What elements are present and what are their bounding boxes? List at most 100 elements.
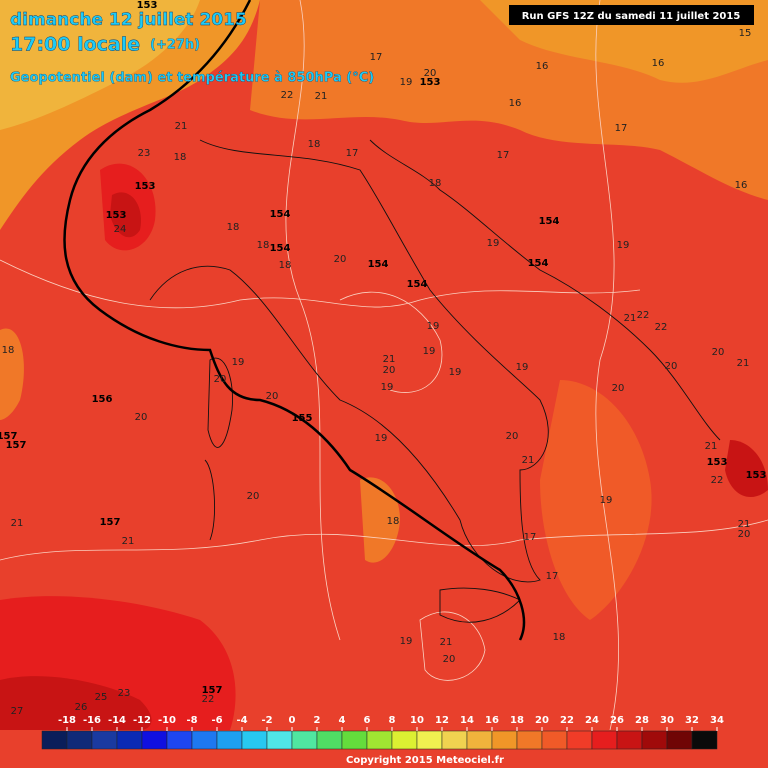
colorbar-cell	[66, 730, 93, 750]
hot-zone	[0, 676, 152, 730]
colorbar-cell	[666, 730, 693, 750]
temperature-label: 20	[334, 254, 347, 265]
colorbar-label: -6	[211, 715, 222, 726]
run-box	[509, 5, 754, 25]
colorbar: -18 -16 -14 -12 -10 -8 -6 -4 -2 0 2 4 6 8 10 12 14 16 18 20…	[41, 715, 724, 750]
colorbar-label: 8	[389, 715, 396, 726]
geopotential-label: 153	[707, 457, 728, 468]
colorbar-label: 0	[289, 715, 296, 726]
temperature-label: 18	[308, 139, 321, 150]
colorbar-label: 28	[635, 715, 649, 726]
colorbar-label: 20	[535, 715, 549, 726]
geopotential-label: 154	[270, 243, 291, 254]
temperature-label: 19	[423, 346, 436, 357]
temperature-label: 17	[615, 123, 628, 134]
temperature-label: 19	[487, 238, 500, 249]
temperature-label: 21	[737, 358, 750, 369]
time: 17:00 locale	[10, 34, 140, 56]
orange-zone	[0, 328, 24, 420]
temperature-label: 21	[11, 518, 24, 529]
temperature-label: 20	[506, 431, 519, 442]
colorbar-cell	[91, 730, 118, 750]
temperature-label: 19	[400, 636, 413, 647]
temperature-label: 20	[135, 412, 148, 423]
temperature-label: 17	[497, 150, 510, 161]
temperature-label: 20	[383, 365, 396, 376]
geopotential-label: 153	[746, 470, 767, 481]
copyright: Copyright 2015 Meteociel.fr	[346, 755, 504, 766]
temperature-label: 17	[370, 52, 383, 63]
temperature-label: 20	[214, 374, 227, 385]
colorbar-label: -12	[133, 715, 151, 726]
temperature-label: 21	[738, 519, 751, 530]
colorbar-label: -4	[236, 715, 247, 726]
temperature-label: 18	[257, 240, 270, 251]
parameter: Geopotentiel (dam) et température à 850h…	[10, 71, 374, 86]
colorbar-label: 12	[435, 715, 449, 726]
lead-time: (+27h)	[150, 38, 200, 53]
colorbar-label: 26	[610, 715, 624, 726]
temperature-label: 21	[522, 455, 535, 466]
temperature-label: 18	[174, 152, 187, 163]
colorbar-cell	[616, 730, 643, 750]
temperature-label: 21	[624, 313, 637, 324]
temperature-label: 24	[114, 224, 127, 235]
geopotential-label: 153	[137, 0, 158, 11]
temperature-label: 18	[429, 178, 442, 189]
geopotential-label: 153	[420, 77, 441, 88]
geopotential-label: 154	[407, 279, 428, 290]
temperature-label: 18	[227, 222, 240, 233]
colorbar-label: 30	[660, 715, 674, 726]
temperature-label: 20	[612, 383, 625, 394]
run-info: Run GFS 12Z du samedi 11 juillet 2015	[522, 11, 741, 22]
temperature-label: 21	[315, 91, 328, 102]
colorbar-cell	[141, 730, 168, 750]
temperature-label: 20	[738, 529, 751, 540]
temperature-label: 20	[424, 68, 437, 79]
colorbar-cell	[116, 730, 143, 750]
temperature-label: 19	[232, 357, 245, 368]
border-line	[63, 0, 526, 641]
colorbar-cell	[41, 730, 68, 750]
temperature-label: 21	[175, 121, 188, 132]
colorbar-label: 4	[339, 715, 346, 726]
colorbar-cell	[366, 730, 393, 750]
temperature-label: 27	[11, 706, 24, 717]
colorbar-cell	[541, 730, 568, 750]
colorbar-label: 24	[585, 715, 599, 726]
colorbar-cell	[166, 730, 193, 750]
colorbar-cell	[391, 730, 418, 750]
colorbar-label: -18	[58, 715, 76, 726]
colorbar-cell	[316, 730, 343, 750]
temperature-label: 18	[279, 260, 292, 271]
orange-zone	[360, 477, 400, 563]
colorbar-label: 18	[510, 715, 524, 726]
geopotential-label: 154	[368, 259, 389, 270]
geopotential-label: 157	[100, 517, 121, 528]
temperature-label: 18	[553, 632, 566, 643]
temperature-label: 17	[346, 148, 359, 159]
temperature-label: 16	[536, 61, 549, 72]
temperature-label: 20	[247, 491, 260, 502]
geopotential-label: 153	[135, 181, 156, 192]
colorbar-cell	[441, 730, 468, 750]
temperature-label: 19	[375, 433, 388, 444]
colorbar-cell	[591, 730, 618, 750]
colorbar-label: -10	[158, 715, 176, 726]
coastlines	[149, 139, 721, 623]
colorbar-label: 22	[560, 715, 574, 726]
temperature-label: 19	[449, 367, 462, 378]
colorbar-label: 34	[710, 715, 724, 726]
geopotential-label: 157	[202, 685, 223, 696]
colorbar-label: 14	[460, 715, 474, 726]
colorbar-cell	[466, 730, 493, 750]
geopotential-label: 157	[0, 431, 17, 442]
temperature-label: 17	[546, 571, 559, 582]
temperature-label: 16	[509, 98, 522, 109]
temperature-label: 16	[652, 58, 665, 69]
colorbar-cell	[266, 730, 293, 750]
temperature-label: 22	[637, 310, 650, 321]
